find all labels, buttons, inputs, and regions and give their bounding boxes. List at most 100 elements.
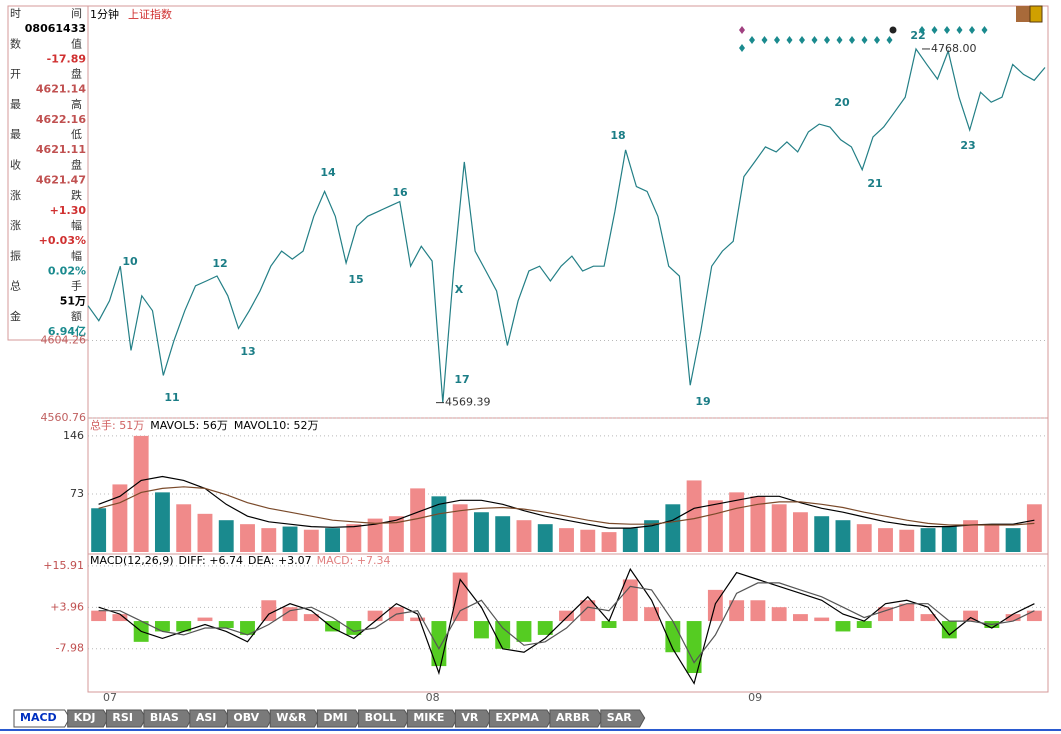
- tool-icon[interactable]: [1016, 6, 1030, 22]
- macd-bar: [346, 621, 362, 635]
- macd-bar: [1005, 614, 1021, 622]
- indicator-tab[interactable]: [358, 709, 410, 728]
- signal-marker: [799, 36, 805, 44]
- volume-bar: [835, 520, 851, 552]
- volume-bar: [431, 496, 447, 552]
- signal-marker: [981, 26, 988, 34]
- macd-bar: [856, 621, 872, 628]
- tab-label[interactable]: ASI: [196, 711, 217, 724]
- info-panel: [7, 5, 89, 341]
- volume-bar: [410, 488, 426, 552]
- info-value: 08061433: [25, 22, 86, 35]
- volume-bar: [792, 512, 808, 552]
- y-tick-label: +15.91: [43, 559, 84, 572]
- macd-bar: [176, 621, 192, 632]
- volume-bar: [622, 528, 638, 552]
- tab-label[interactable]: KDJ: [74, 711, 96, 724]
- macd-bar: [1026, 610, 1042, 622]
- wave-label: 15: [348, 273, 363, 286]
- macd-bar: [410, 617, 426, 622]
- macd-bar: [91, 610, 107, 622]
- macd-bar: [473, 621, 489, 639]
- volume-bar: [325, 528, 341, 552]
- tab-label[interactable]: W&R: [276, 711, 307, 724]
- macd-bar: [516, 621, 532, 642]
- info-value: -17.89: [47, 52, 86, 65]
- signal-marker: [786, 36, 793, 44]
- volume-bar: [963, 520, 979, 552]
- legend-entry: MAVOL5: 56万: [150, 419, 228, 432]
- chart-subtitle: 上证指数: [128, 7, 172, 21]
- macd-bar: [835, 621, 851, 632]
- wave-label: 10: [122, 255, 138, 268]
- volume-bar: [1005, 528, 1021, 552]
- y-tick-label: 4560.76: [41, 411, 87, 424]
- x-tick-label: 08: [426, 691, 440, 704]
- signal-marker: [774, 36, 780, 44]
- macd-bar: [750, 600, 766, 622]
- macd-line: [98, 567, 1035, 685]
- tab-label[interactable]: OBV: [233, 711, 259, 724]
- signal-marker: [836, 36, 843, 44]
- volume-bar: [91, 508, 107, 552]
- volume-bar: [516, 520, 532, 552]
- signal-marker: [886, 36, 893, 44]
- wave-label: 13: [240, 345, 255, 358]
- macd-bar: [622, 579, 638, 622]
- signal-marker: [761, 36, 768, 44]
- price-label: 4768.00: [931, 42, 977, 55]
- signal-marker: [956, 26, 963, 34]
- indicator-tab[interactable]: [600, 709, 646, 728]
- volume-bar: [282, 526, 298, 552]
- legend-entry: MACD: +7.34: [317, 554, 391, 567]
- volume-bar: [495, 516, 511, 552]
- macd-pane: [87, 553, 1049, 693]
- tool-icon[interactable]: [1029, 5, 1043, 23]
- tab-label[interactable]: MACD: [20, 711, 57, 724]
- tab-label[interactable]: DMI: [323, 711, 347, 724]
- info-value: 6.94亿: [48, 324, 86, 338]
- volume-bar: [388, 516, 404, 552]
- volume-bar: [346, 524, 362, 552]
- signal-marker: [739, 26, 745, 34]
- wave-label: 12: [212, 257, 227, 270]
- volume-bar: [559, 528, 574, 552]
- legend-title: MACD(12,26,9): [90, 554, 174, 567]
- tab-label[interactable]: RSI: [112, 711, 133, 724]
- tab-label[interactable]: BIAS: [150, 711, 179, 724]
- macd-bar: [154, 621, 170, 632]
- tab-label[interactable]: ARBR: [556, 711, 590, 724]
- volume-bar: [367, 518, 383, 552]
- wave-label: 19: [695, 395, 710, 408]
- macd-bar: [367, 610, 383, 622]
- volume-bar: [665, 504, 681, 552]
- tab-label[interactable]: EXPMA: [495, 711, 539, 724]
- macd-bar: [771, 607, 787, 622]
- signal-marker: [969, 26, 975, 34]
- signal-marker: [749, 36, 755, 44]
- y-tick-label: 146: [63, 429, 84, 442]
- y-tick-label: -7.98: [56, 642, 84, 655]
- macd-bar: [686, 621, 702, 674]
- tab-label[interactable]: SAR: [607, 711, 632, 724]
- signal-marker: [874, 36, 880, 44]
- info-value: 0.02%: [48, 264, 86, 277]
- macd-bar: [601, 621, 617, 628]
- wave-label: 17: [454, 373, 469, 386]
- volume-bar: [707, 500, 723, 552]
- info-value: 51万: [60, 295, 86, 308]
- volume-bar: [537, 524, 553, 552]
- macd-bar: [240, 621, 255, 635]
- legend-entry: DEA: +3.07: [248, 554, 312, 567]
- signal-marker: [824, 36, 830, 44]
- tab-label[interactable]: MIKE: [413, 711, 444, 724]
- volume-bar: [601, 532, 617, 552]
- indicator-tab[interactable]: [406, 709, 458, 728]
- tab-label[interactable]: BOLL: [365, 711, 397, 724]
- macd-bar: [899, 603, 915, 622]
- tab-label[interactable]: VR: [461, 711, 479, 724]
- macd-bar: [537, 621, 553, 635]
- x-tick-label: 07: [103, 691, 117, 704]
